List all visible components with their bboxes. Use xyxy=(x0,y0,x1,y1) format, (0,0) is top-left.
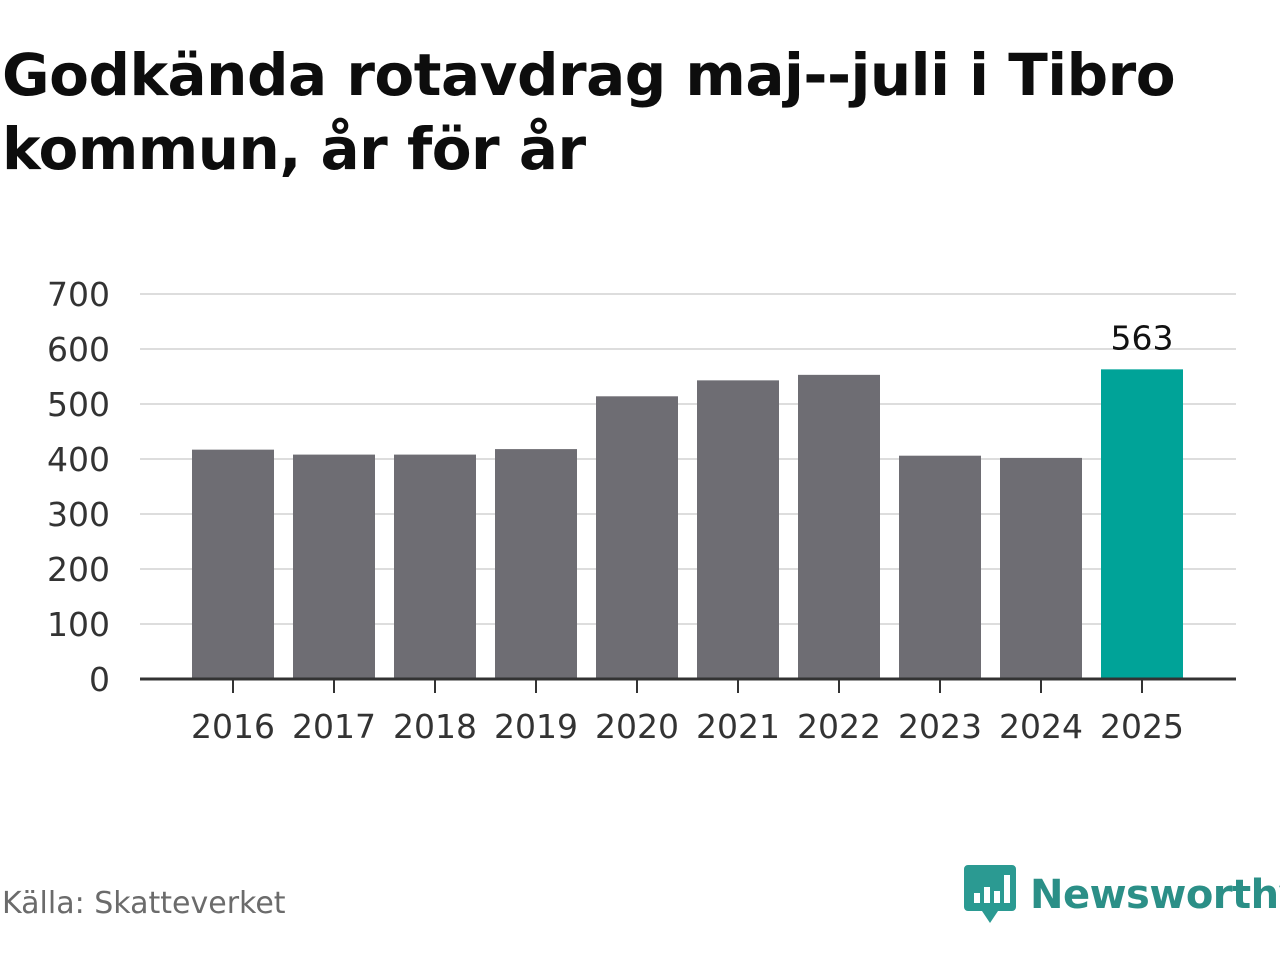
x-tick-label: 2023 xyxy=(898,707,982,746)
y-tick-label: 600 xyxy=(47,330,110,369)
bar-2019 xyxy=(495,449,577,679)
x-axis: 2016 2017 2018 2019 2020 2021 2022 2023 2024 2025 xyxy=(140,677,1236,746)
y-tick-label: 200 xyxy=(47,550,110,589)
newsworthy-logo-icon xyxy=(964,865,1016,923)
source-note: Källa: Skatteverket xyxy=(2,886,286,921)
bar-2017 xyxy=(293,454,375,679)
bar-2025 xyxy=(1101,369,1183,679)
bar-2021 xyxy=(697,380,779,679)
x-tick-label: 2016 xyxy=(191,707,275,746)
brand-logo: Newsworthy xyxy=(962,862,1280,928)
x-tick-label: 2024 xyxy=(999,707,1083,746)
y-tick-label: 400 xyxy=(47,440,110,479)
bar-2020 xyxy=(596,396,678,679)
chart-title: Godkända rotavdrag maj--juli i Tibro kom… xyxy=(2,41,1176,183)
y-tick-label: 700 xyxy=(47,275,110,314)
data-label: 563 xyxy=(1111,318,1174,357)
x-tick-label: 2020 xyxy=(595,707,679,746)
x-tick-label: 2022 xyxy=(797,707,881,746)
y-axis-tick-labels: 0 100 200 300 400 500 600 700 xyxy=(47,275,110,699)
bar-2024 xyxy=(1000,457,1082,679)
bar-2022 xyxy=(798,374,880,679)
x-tick-label: 2018 xyxy=(393,707,477,746)
bar-2016 xyxy=(192,449,274,679)
y-tick-label: 500 xyxy=(47,385,110,424)
bars xyxy=(192,369,1183,679)
brand-name: Newsworthy xyxy=(1030,872,1280,918)
y-tick-label: 0 xyxy=(89,660,110,699)
x-tick-label: 2021 xyxy=(696,707,780,746)
bar-2023 xyxy=(899,455,981,679)
x-tick-label: 2019 xyxy=(494,707,578,746)
x-tick-label: 2025 xyxy=(1100,707,1184,746)
bar-2018 xyxy=(394,454,476,679)
y-tick-label: 300 xyxy=(47,495,110,534)
y-tick-label: 100 xyxy=(47,605,110,644)
x-tick-label: 2017 xyxy=(292,707,376,746)
data-labels: 563 xyxy=(1111,318,1174,357)
